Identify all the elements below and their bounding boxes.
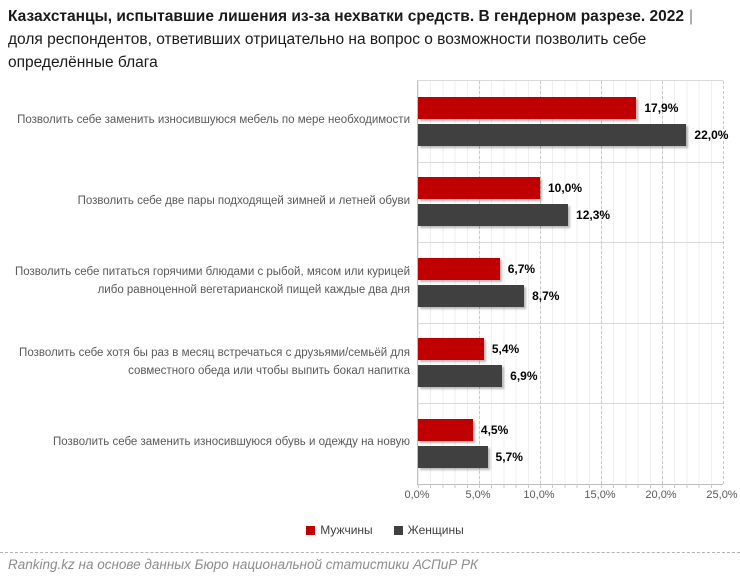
legend-swatch-women: [393, 525, 403, 535]
value-label: 6,9%: [510, 369, 538, 384]
bar-women: 5,7%: [418, 445, 523, 468]
value-label: 17,9%: [644, 100, 679, 115]
bar-men: 4,5%: [418, 418, 508, 441]
legend-label: Женщины: [407, 523, 464, 537]
x-tick-label: 25,0%: [706, 489, 738, 501]
major-gridline: [723, 81, 724, 484]
chart-title-main: Казахстанцы, испытавшие лишения из-за не…: [8, 8, 684, 25]
legend-item-men: Мужчины: [306, 523, 373, 537]
chart-subtitle: доля респондентов, ответивших отрицатель…: [8, 31, 647, 71]
value-label: 10,0%: [548, 181, 583, 196]
legend-label: Мужчины: [320, 523, 373, 537]
bar-men: 6,7%: [418, 257, 535, 280]
x-tick-label: 15,0%: [584, 489, 616, 501]
bar-women: 12,3%: [418, 204, 610, 227]
source-attribution: Ranking.kz на основе данных Бюро национа…: [8, 557, 479, 572]
x-tick-label: 20,0%: [645, 489, 677, 501]
major-gridline: [540, 81, 541, 484]
bar-men: 5,4%: [418, 338, 519, 361]
bar-men: 17,9%: [418, 96, 678, 119]
value-label: 4,5%: [480, 422, 509, 437]
bar-men: 10,0%: [418, 177, 582, 200]
category-row: Позволить себе заменить износившуюся меб…: [0, 80, 417, 161]
major-gridline: [479, 81, 480, 484]
band-separator: [418, 242, 723, 244]
category-row: Позволить себе заменить износившуюся обу…: [0, 402, 417, 483]
bar-women: 8,7%: [418, 284, 559, 307]
value-label: 8,7%: [532, 288, 560, 303]
x-axis: 0,0% 5,0% 10,0% 15,0% 20,0% 25,0%: [404, 489, 737, 505]
bar-women: 22,0%: [418, 123, 728, 146]
footer: Ranking.kz на основе данных Бюро национа…: [0, 552, 740, 578]
major-gridline: [601, 81, 602, 484]
category-label: Позволить себе заменить износившуюся обу…: [52, 436, 410, 449]
x-tick-label: 10,0%: [523, 489, 555, 501]
band-separator: [418, 322, 723, 324]
legend-item-women: Женщины: [393, 523, 464, 537]
x-tick-label: 0,0%: [404, 489, 430, 501]
x-axis-tick-marks: [418, 484, 723, 488]
value-label: 22,0%: [694, 127, 729, 142]
value-label: 6,7%: [507, 261, 536, 276]
value-label: 5,7%: [495, 449, 523, 464]
category-labels-column: Позволить себе заменить износившуюся меб…: [0, 80, 417, 483]
band-separator: [418, 161, 723, 163]
bar-women: 6,9%: [418, 365, 538, 388]
category-row: Позволить себе питаться горячими блюдами…: [0, 241, 417, 322]
title-separator: |: [689, 8, 694, 25]
category-label: Позволить себе питаться горячими блюдами…: [14, 266, 410, 297]
legend: Мужчины Женщины: [15, 523, 740, 537]
chart-title: Казахстанцы, испытавшие лишения из-за не…: [8, 5, 722, 74]
major-gridline: [662, 81, 663, 484]
value-label: 5,4%: [491, 342, 520, 357]
band-separator: [418, 403, 723, 405]
category-row: Позволить себе две пары подходящей зимне…: [0, 161, 417, 242]
plot-area: 17,9% 10,0% 6,7% 5,4% 4,5% 22,0% 12,3% 8,7% 6,9%…: [417, 80, 728, 488]
value-label: 12,3%: [576, 208, 611, 223]
category-label: Позволить себе две пары подходящей зимне…: [77, 194, 410, 207]
x-tick-label: 5,0%: [465, 489, 491, 501]
legend-swatch-men: [306, 525, 316, 535]
category-label: Позволить себе заменить износившуюся меб…: [17, 114, 410, 127]
category-row: Позволить себе хотя бы раз в месяц встре…: [0, 322, 417, 403]
category-label: Позволить себе хотя бы раз в месяц встре…: [19, 346, 410, 378]
